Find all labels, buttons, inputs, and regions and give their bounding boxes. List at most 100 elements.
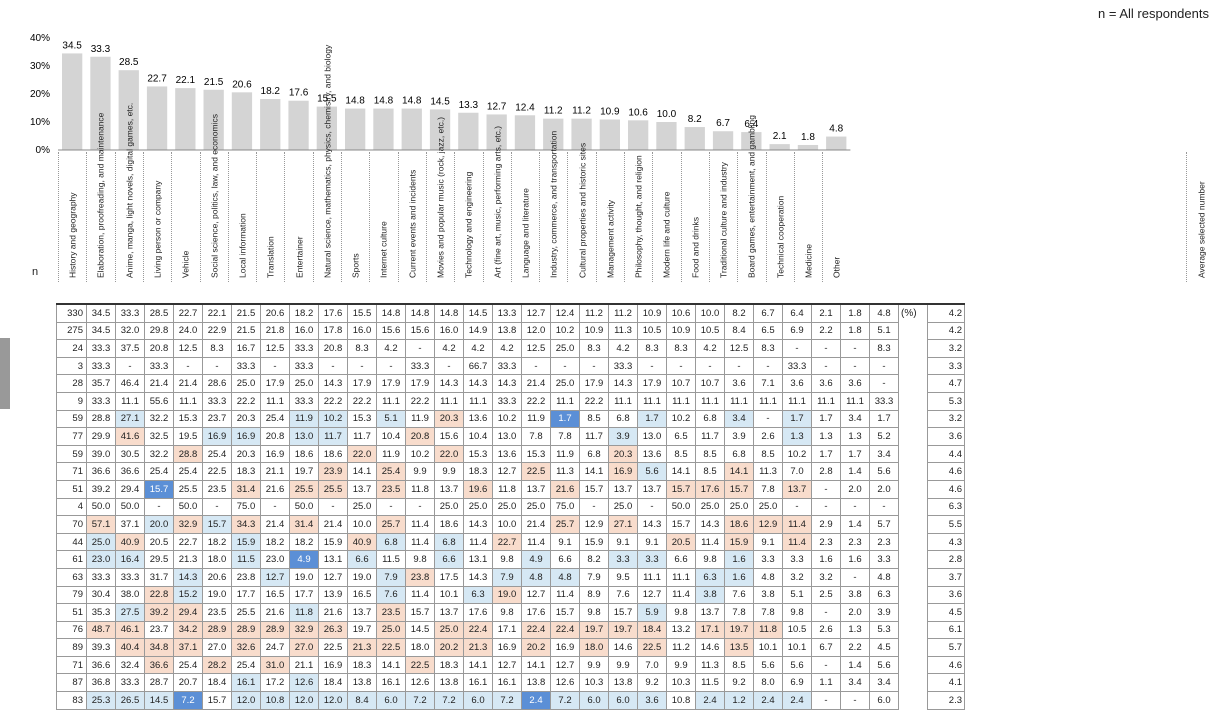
avg-cell: 5.5: [927, 515, 965, 534]
table-cell: 2.4: [695, 691, 725, 710]
data-table: 330 34.5 33.3 28.5 22.7 22.1 21.5 20.6 18.2 17.6 1…: [56, 302, 965, 710]
table-row: 28 35.7 46.4 21.4 21.4 28.6 25.0 17.9 25.0 14.3 17…: [56, 374, 965, 393]
table-cell: 3.3: [869, 550, 899, 569]
bar: [288, 100, 309, 150]
table-cell: 7.6: [724, 585, 754, 605]
table-cell: 25.4: [260, 409, 290, 429]
table-cell: 14.6: [608, 638, 638, 657]
table-cell: 25.0: [753, 497, 783, 517]
table-cell: 9.5: [608, 567, 638, 587]
table-cell: 7.6: [608, 585, 638, 605]
row-n: 79: [56, 585, 87, 605]
table-cell: 22.8: [144, 585, 174, 605]
table-cell: 12.7: [318, 567, 348, 587]
table-cell: 8.3: [666, 339, 696, 358]
table-cell: 37.1: [115, 515, 145, 534]
table-cell: 13.8: [492, 321, 522, 341]
bar: [175, 88, 196, 150]
table-cell: 14.8: [405, 302, 435, 323]
table-cell: 19.0: [347, 567, 377, 587]
bar-value-label: 8.2: [688, 114, 702, 125]
table-cell: 22.2: [347, 391, 377, 411]
avg-cell: 4.2: [927, 321, 965, 341]
table-cell: 10.6: [666, 302, 696, 323]
category-header: Medicine: [793, 152, 823, 282]
bar: [203, 89, 224, 150]
table-cell: 22.7: [173, 302, 203, 323]
table-cell: 19.7: [724, 620, 754, 640]
table-cell: 16.5: [260, 585, 290, 605]
table-cell: 33.3: [202, 391, 232, 411]
table-cell: 6.3: [695, 567, 725, 587]
y-tick-label: 0%: [36, 145, 51, 156]
table-cell: 11.1: [666, 567, 696, 587]
table-cell: 35.7: [86, 374, 116, 393]
table-cell: 7.0: [637, 655, 667, 675]
table-cell: 6.6: [434, 550, 464, 569]
table-cell: 15.9: [231, 532, 261, 552]
table-cell: 32.5: [144, 427, 174, 446]
table-cell: 22.4: [521, 620, 551, 640]
table-cell: 12.0: [231, 691, 261, 710]
category-label: Local information: [237, 213, 248, 278]
table-cell: 23.5: [202, 603, 232, 622]
table-cell: 66.7: [463, 356, 493, 376]
table-cell: 7.2: [434, 691, 464, 710]
table-cell: 15.6: [405, 321, 435, 341]
bar: [486, 114, 507, 150]
table-cell: 22.5: [405, 655, 435, 675]
table-cell: 15.7: [144, 479, 174, 499]
table-row: 76 48.7 46.1 23.7 34.2 28.9 28.9 28.9 32.9 26.3 19…: [56, 620, 965, 640]
table-cell: 21.1: [289, 655, 319, 675]
table-cell: 7.8: [753, 479, 783, 499]
table-cell: -: [202, 497, 232, 517]
table-cell: 9.8: [579, 603, 609, 622]
table-cell: 11.4: [782, 515, 812, 534]
table-cell: 9.9: [434, 462, 464, 481]
table-cell: 9.1: [550, 532, 580, 552]
table-cell: 50.0: [115, 497, 145, 517]
table-cell: 9.8: [405, 550, 435, 569]
table-cell: 11.4: [405, 585, 435, 605]
table-cell: 22.4: [550, 620, 580, 640]
table-cell: 29.8: [144, 321, 174, 341]
category-label: Sports: [350, 253, 361, 278]
category-label: Philosophy, thought, and religion: [633, 155, 644, 278]
table-cell: 12.0: [318, 691, 348, 710]
table-cell: 17.6: [695, 479, 725, 499]
table-cell: 18.4: [637, 620, 667, 640]
table-cell: 19.7: [347, 620, 377, 640]
table-cell: 11.1: [173, 391, 203, 411]
table-cell: -: [521, 356, 551, 376]
table-cell: 6.9: [782, 673, 812, 693]
y-tick-label: 10%: [30, 117, 50, 128]
table-cell: 10.2: [782, 444, 812, 464]
table-cell: 34.3: [231, 515, 261, 534]
table-cell: 4.8: [753, 567, 783, 587]
bar-value-label: 1.8: [801, 132, 815, 143]
table-cell: 33.3: [289, 339, 319, 358]
table-cell: -: [550, 356, 580, 376]
table-cell: 16.5: [347, 585, 377, 605]
table-cell: 20.6: [260, 302, 290, 323]
table-cell: 5.1: [376, 409, 406, 429]
table-cell: 20.8: [260, 427, 290, 446]
table-cell: 32.2: [144, 409, 174, 429]
table-cell: 1.6: [840, 550, 870, 569]
pct-unit: [899, 568, 928, 586]
table-cell: 25.0: [434, 620, 464, 640]
table-cell: 33.3: [86, 391, 116, 411]
category-header: Management activity: [595, 152, 625, 282]
table-cell: 18.3: [463, 462, 493, 481]
table-cell: 33.3: [86, 567, 116, 587]
table-cell: 13.7: [695, 603, 725, 622]
category-header: Art (fine art, music, performing arts, e…: [482, 126, 512, 282]
table-cell: 34.2: [173, 620, 203, 640]
table-cell: 8.9: [579, 585, 609, 605]
table-cell: 11.5: [376, 550, 406, 569]
category-header: Translation: [256, 152, 285, 282]
table-cell: 50.0: [289, 497, 319, 517]
table-cell: 2.2: [840, 638, 870, 657]
table-cell: 21.3: [173, 550, 203, 569]
row-n: 9: [56, 391, 87, 411]
